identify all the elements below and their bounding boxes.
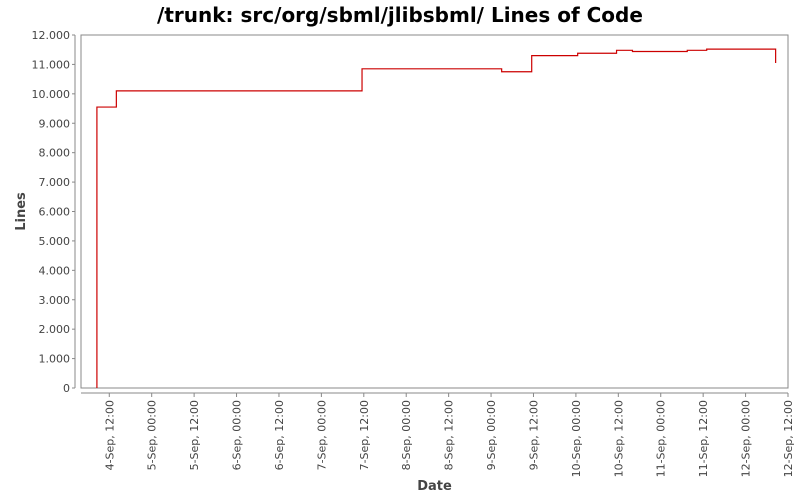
x-tick-label: 8-Sep, 00:00 [400,400,413,470]
y-tick-label: 8.000 [39,147,71,160]
x-tick-label: 7-Sep, 12:00 [358,400,371,470]
x-tick-label: 7-Sep, 00:00 [315,400,328,470]
y-tick-label: 9.000 [39,117,71,130]
x-tick-label: 12-Sep, 00:00 [740,400,753,477]
x-tick-label: 8-Sep, 12:00 [443,400,456,470]
x-tick-label: 5-Sep, 12:00 [188,400,201,470]
y-tick-label: 11.000 [32,58,71,71]
y-tick-label: 2.000 [39,323,71,336]
series-line [96,48,777,388]
chart-title: /trunk: src/org/sbml/jlibsbml/ Lines of … [157,3,643,27]
x-axis-title: Date [417,479,452,494]
y-tick-label: 3.000 [39,294,71,307]
y-tick-label: 1.000 [39,353,71,366]
y-axis: 0 1.000 2.000 3.000 4.000 5.000 6.000 7.000 8.00… [32,29,76,395]
x-tick-label: 12-Sep, 12:00 [782,400,795,477]
x-axis: 4-Sep, 12:00 5-Sep, 00:00 5-Sep, 12:00 6-Se… [81,392,795,477]
x-tick-label: 4-Sep, 12:00 [103,400,116,470]
y-tick-label: 7.000 [39,176,71,189]
y-tick-label: 0 [63,382,70,395]
y-tick-label: 5.000 [39,235,71,248]
x-tick-label: 10-Sep, 12:00 [612,400,625,477]
x-tick-label: 6-Sep, 12:00 [273,400,286,470]
plot-area [80,34,789,389]
x-tick-label: 6-Sep, 00:00 [231,400,244,470]
y-axis-title: Lines [14,192,29,231]
y-tick-label: 6.000 [39,206,71,219]
x-tick-label: 10-Sep, 00:00 [570,400,583,477]
y-tick-label: 4.000 [39,264,71,277]
plot-frame [80,34,789,389]
x-tick-label: 9-Sep, 12:00 [527,400,540,470]
x-tick-label: 5-Sep, 00:00 [146,400,159,470]
x-tick-label: 11-Sep, 12:00 [697,400,710,477]
y-tick-label: 10.000 [32,88,71,101]
x-tick-label: 9-Sep, 00:00 [485,400,498,470]
y-tick-label: 12.000 [32,29,71,42]
x-tick-label: 11-Sep, 00:00 [655,400,668,477]
